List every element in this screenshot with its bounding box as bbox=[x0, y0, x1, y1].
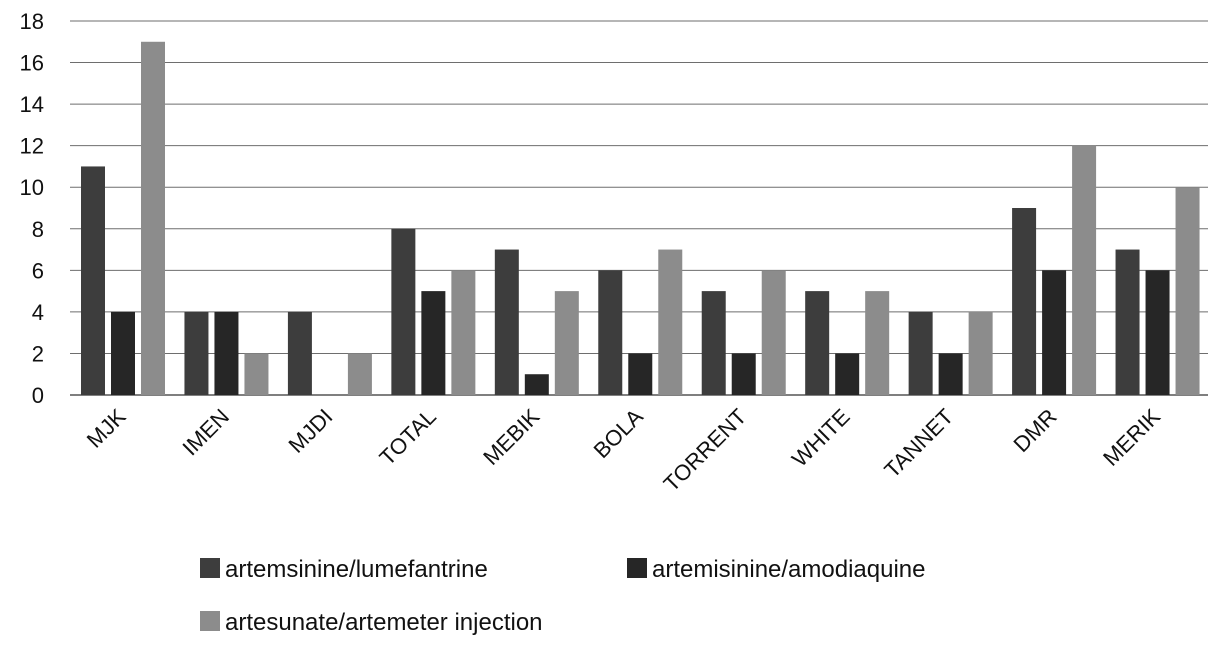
bars bbox=[81, 41, 1200, 396]
x-tick-label: MEBIK bbox=[478, 404, 544, 470]
y-tick-label: 6 bbox=[32, 258, 44, 283]
bar bbox=[938, 353, 963, 395]
y-tick-label: 8 bbox=[32, 217, 44, 242]
bar bbox=[214, 311, 239, 395]
y-tick-label: 0 bbox=[32, 383, 44, 408]
bar bbox=[908, 311, 933, 395]
bar bbox=[347, 353, 372, 395]
y-tick-label: 4 bbox=[32, 300, 44, 325]
x-tick-label: TANNET bbox=[879, 404, 958, 483]
x-tick-label: IMEN bbox=[177, 404, 234, 461]
bar bbox=[111, 311, 135, 395]
bar bbox=[1012, 208, 1037, 395]
x-tick-label: TOTAL bbox=[375, 404, 441, 470]
x-axis-ticks: MJK IMEN MJDI TOTAL MEBIK BOLA TORRENT WHITE TAN… bbox=[82, 404, 1166, 497]
y-tick-label: 16 bbox=[20, 51, 44, 76]
bar bbox=[701, 291, 726, 395]
bar bbox=[1072, 145, 1097, 395]
bar bbox=[805, 291, 830, 395]
y-axis-ticks: 0 2 4 6 8 10 12 14 16 18 bbox=[20, 9, 44, 408]
bar bbox=[287, 311, 312, 395]
bar bbox=[1115, 249, 1140, 395]
bar bbox=[598, 270, 623, 395]
bar bbox=[1145, 270, 1170, 395]
bar bbox=[761, 270, 786, 395]
gridlines bbox=[70, 20, 1208, 396]
bar bbox=[968, 311, 993, 395]
x-tick-label: MJDI bbox=[283, 404, 337, 458]
bar bbox=[421, 291, 446, 395]
x-tick-label: MJK bbox=[82, 404, 131, 453]
legend-label: artemsinine/lumefantrine bbox=[225, 556, 488, 583]
bar bbox=[141, 41, 165, 396]
y-tick-label: 10 bbox=[20, 175, 44, 200]
bar bbox=[865, 291, 890, 395]
bar bbox=[244, 353, 269, 395]
bar bbox=[1175, 187, 1200, 395]
y-tick-label: 14 bbox=[20, 92, 44, 117]
legend: artemsinine/lumefantrine artemisinine/amo… bbox=[200, 556, 926, 636]
legend-swatch bbox=[627, 558, 647, 578]
x-tick-label: TORRENT bbox=[659, 404, 752, 497]
y-tick-label: 18 bbox=[20, 9, 44, 34]
legend-swatch bbox=[200, 558, 220, 578]
legend-label: artesunate/artemeter injection bbox=[225, 609, 543, 636]
bar bbox=[1042, 270, 1067, 395]
x-tick-label: MERIK bbox=[1098, 404, 1165, 471]
bar bbox=[184, 311, 209, 395]
legend-swatch bbox=[200, 611, 220, 631]
bar bbox=[628, 353, 653, 395]
legend-label: artemisinine/amodiaquine bbox=[652, 556, 926, 583]
x-tick-label: WHITE bbox=[787, 404, 855, 472]
bar bbox=[81, 166, 105, 395]
y-tick-label: 12 bbox=[20, 134, 44, 159]
bar bbox=[391, 228, 416, 395]
x-tick-label: BOLA bbox=[589, 404, 648, 463]
bar bbox=[494, 249, 519, 395]
bar bbox=[554, 291, 579, 395]
bar bbox=[658, 249, 683, 395]
x-tick-label: DMR bbox=[1009, 404, 1062, 457]
bar bbox=[451, 270, 476, 395]
bar bbox=[524, 374, 549, 395]
bar bbox=[835, 353, 860, 395]
bar bbox=[731, 353, 756, 395]
y-tick-label: 2 bbox=[32, 341, 44, 366]
